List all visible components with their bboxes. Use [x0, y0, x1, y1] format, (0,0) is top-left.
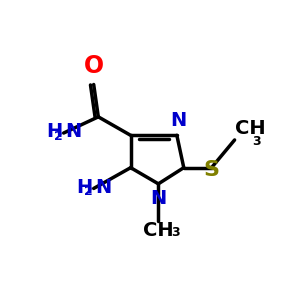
Text: 3: 3 [252, 135, 260, 148]
Text: 2: 2 [84, 185, 92, 198]
Text: 2: 2 [54, 130, 62, 143]
Text: N: N [95, 178, 111, 197]
Text: H: H [46, 122, 62, 141]
Text: N: N [170, 111, 186, 130]
Text: S: S [203, 160, 220, 180]
Text: CH: CH [143, 221, 174, 240]
Text: O: O [84, 54, 104, 78]
Text: 3: 3 [171, 226, 180, 239]
Text: H: H [76, 178, 92, 197]
Text: N: N [150, 189, 167, 208]
Text: CH: CH [235, 118, 265, 138]
Text: N: N [65, 122, 81, 141]
